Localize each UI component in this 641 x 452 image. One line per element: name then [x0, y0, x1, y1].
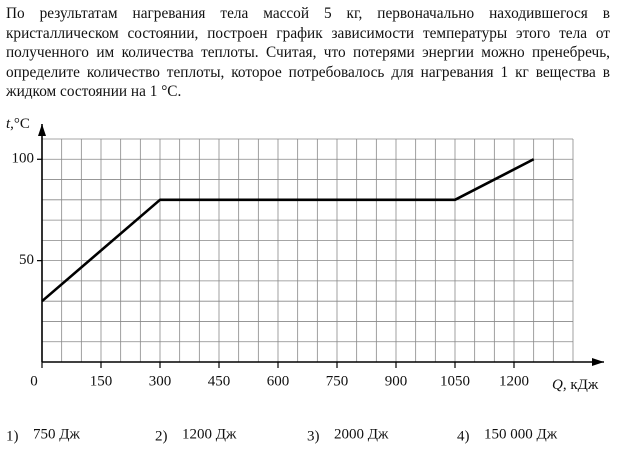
answer-text: 150 000 Дж [484, 426, 558, 442]
y-tick-label: 50 [19, 252, 34, 268]
y-axis-symbol: t [6, 116, 11, 132]
x-tick-label: 0 [30, 373, 38, 389]
answer-text: 1200 Дж [182, 426, 237, 442]
answer-number: 3) [307, 428, 320, 444]
answer-number: 4) [457, 428, 470, 444]
x-tick-label: 300 [149, 373, 172, 389]
x-tick-label: 900 [385, 373, 408, 389]
x-axis-unit: , кДж [563, 377, 599, 393]
x-tick-label: 1050 [440, 373, 470, 389]
x-tick-label: 750 [326, 373, 349, 389]
y-axis-unit: ,°C [10, 116, 30, 132]
x-axis-label: Q, кДж [552, 377, 599, 393]
x-axis-symbol: Q [552, 377, 563, 393]
y-axis-arrow [38, 124, 46, 136]
x-axis-arrow [592, 358, 604, 366]
question-text: По результатам нагревания тела массой 5 … [6, 5, 610, 101]
data-line [41, 158, 535, 303]
x-tick-label: 450 [208, 373, 231, 389]
y-axis-label: t,°C [6, 116, 30, 132]
answer-number: 2) [155, 428, 168, 444]
y-tick-label: 100 [12, 151, 35, 167]
x-tick-label: 600 [267, 373, 290, 389]
answer-number: 1) [6, 428, 19, 444]
answer-text: 2000 Дж [334, 426, 389, 442]
x-tick-label: 1200 [499, 373, 529, 389]
answer-text: 750 Дж [33, 426, 80, 442]
x-tick-label: 150 [90, 373, 113, 389]
